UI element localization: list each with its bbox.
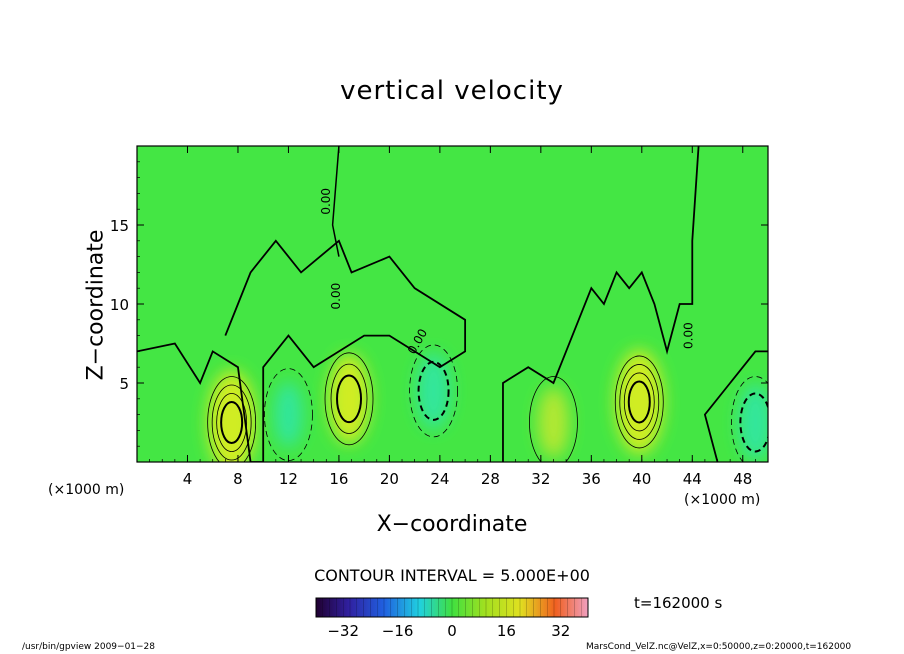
time-label: t=162000 s [634, 594, 723, 612]
contour-line-0-2 [216, 393, 248, 452]
contour-line-2-1 [417, 360, 450, 421]
field-blob-5 [738, 384, 768, 461]
colorbar-frame [315, 597, 589, 618]
contour-line-4-1 [619, 364, 660, 440]
contour-line-0-3 [220, 401, 244, 444]
zero-contour-top [331, 146, 340, 257]
field-blob-2 [416, 352, 451, 429]
y-tick-label-10: 10 [110, 296, 129, 314]
zero-contour-east [502, 146, 700, 462]
colorbar-tick-label--32: −32 [327, 622, 359, 640]
contour-line-4-0 [614, 355, 664, 449]
footer-right: MarsCond_VelZ.nc@VelZ,x=0:50000,z=0:2000… [586, 642, 852, 652]
x-tick-label-48: 48 [733, 470, 752, 488]
colorbar-tick-label-16: 16 [497, 622, 516, 640]
contour-line-3-0 [529, 376, 578, 462]
y-tick-label-5: 5 [119, 375, 129, 393]
contour-line-1-1 [330, 363, 368, 434]
x-tick-label-44: 44 [683, 470, 702, 488]
colorbar-tick-label-32: 32 [551, 622, 570, 640]
y-tick-label-15: 15 [110, 217, 129, 235]
zero-contour-right [703, 350, 768, 462]
chart-title: vertical velocity [340, 76, 564, 106]
contour-line-0-0 [207, 376, 257, 462]
x-tick-label-28: 28 [481, 470, 500, 488]
x-tick-label-20: 20 [380, 470, 399, 488]
contour-line-0-1 [211, 384, 252, 461]
zero-contour-label-0: 0.00 [319, 188, 333, 215]
contour-line-4-2 [623, 372, 655, 432]
contour-line-1-2 [336, 374, 363, 424]
field-blob-4 [615, 349, 664, 454]
contour-line-5-0 [730, 376, 768, 462]
x-axis-unit-left: (×1000 m) [48, 482, 125, 498]
contour-line-6-0 [264, 368, 313, 462]
x-tick-label-8: 8 [233, 470, 243, 488]
x-tick-label-36: 36 [582, 470, 601, 488]
zero-contour-label-3: 0.00 [681, 322, 695, 349]
contour-line-2-0 [409, 344, 458, 438]
x-tick-label-32: 32 [531, 470, 550, 488]
contour-interval-label: CONTOUR INTERVAL = 5.000E+00 [314, 566, 590, 585]
x-tick-label-40: 40 [632, 470, 651, 488]
x-tick-label-12: 12 [279, 470, 298, 488]
contour-line-4-3 [627, 380, 651, 424]
field-blob-1 [328, 353, 370, 444]
zero-contour-west [137, 239, 467, 462]
field-blob-3 [537, 387, 570, 458]
x-tick-label-24: 24 [430, 470, 449, 488]
colorbar-tick-label--16: −16 [382, 622, 414, 640]
colorbar-tick-label-0: 0 [447, 622, 457, 640]
x-axis-label: X−coordinate [376, 512, 528, 537]
field-features: 0.000.000.00 0.00 [137, 146, 768, 462]
zero-contour-label-1: 0.00 [329, 283, 343, 310]
field-blob-0 [207, 370, 256, 462]
contour-line-1-0 [324, 352, 374, 446]
contour-line-5-1 [739, 392, 768, 453]
x-tick-label-16: 16 [329, 470, 348, 488]
field-blob-6 [274, 382, 303, 447]
x-axis-unit-right: (×1000 m) [684, 492, 761, 508]
x-tick-label-4: 4 [183, 470, 193, 488]
footer-left: /usr/bin/gpview 2009−01−28 [22, 642, 156, 652]
